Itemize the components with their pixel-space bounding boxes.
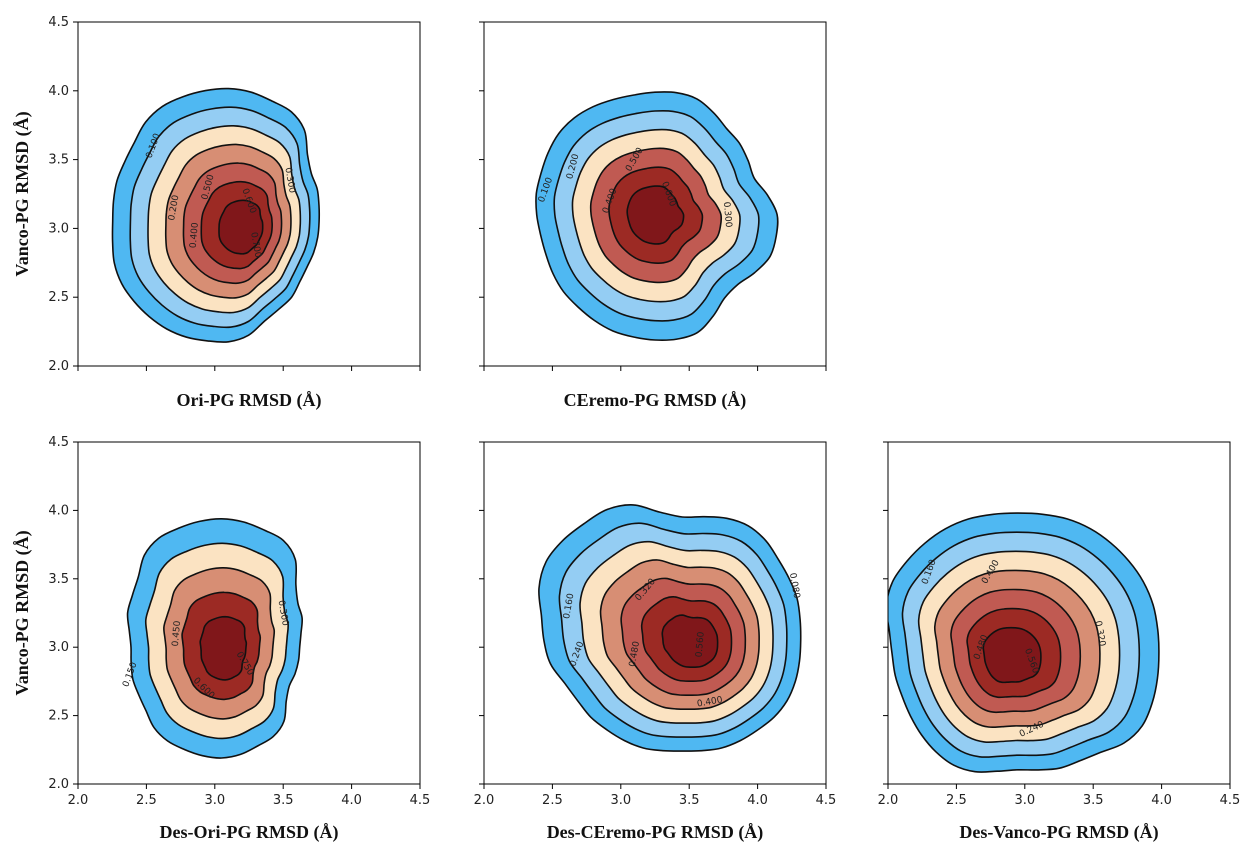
y-tick-label: 4.0	[48, 503, 69, 518]
axes-frame	[483, 441, 827, 785]
x-tick-label: 2.5	[136, 793, 157, 808]
y-tick-label: 3.0	[48, 221, 69, 236]
x-tick-label: 2.0	[68, 793, 89, 808]
contour-level-0.75	[199, 615, 248, 681]
x-tick-label: 3.5	[1083, 793, 1104, 808]
contour-label: 0.700	[248, 231, 262, 258]
contour-layers	[538, 504, 802, 752]
x-tick-label: 4.5	[1220, 793, 1241, 808]
x-axis-label: Des-Ori-PG RMSD (Å)	[160, 822, 339, 843]
contour-label: 0.450	[171, 620, 183, 647]
y-axis-label: Vanco-PG RMSD (Å)	[12, 111, 33, 276]
x-tick-label: 3.0	[204, 793, 225, 808]
y-tick-label: 2.5	[48, 709, 69, 724]
x-tick-label: 3.5	[679, 793, 700, 808]
contour-layers	[535, 91, 779, 341]
panel-3: 0.1500.3000.4500.6000.7502.02.02.52.53.0…	[12, 435, 430, 843]
y-tick-label: 3.5	[48, 572, 69, 587]
y-tick-label: 2.0	[48, 359, 69, 374]
x-tick-label: 4.0	[341, 793, 362, 808]
contour-level-0.56	[982, 626, 1042, 684]
x-tick-label: 3.5	[273, 793, 294, 808]
x-tick-label: 2.5	[946, 793, 967, 808]
y-tick-label: 2.0	[48, 777, 69, 792]
x-tick-label: 4.0	[747, 793, 768, 808]
x-axis-label: Ori-PG RMSD (Å)	[177, 390, 322, 411]
contour-layers	[126, 517, 304, 759]
contour-layers	[111, 87, 321, 343]
x-tick-label: 4.5	[410, 793, 431, 808]
y-tick-label: 3.5	[48, 153, 69, 168]
contour-label: 0.320	[1092, 620, 1106, 647]
y-tick-label: 4.5	[48, 435, 69, 450]
x-tick-label: 3.0	[610, 793, 631, 808]
axes-frame	[77, 441, 421, 785]
contour-label: 0.400	[189, 222, 201, 249]
contour-label: 0.200	[167, 194, 181, 221]
contour-label: 0.300	[721, 201, 733, 228]
contour-label: 0.560	[695, 631, 707, 658]
axes-frame	[77, 21, 421, 367]
contour-level-0.6	[626, 185, 685, 245]
contour-label: 0.400	[696, 695, 723, 709]
x-axis-label: Des-Vanco-PG RMSD (Å)	[959, 822, 1158, 843]
panel-2: 0.1000.2000.3000.4000.5000.600CEremo-PG …	[479, 21, 827, 411]
axes-frame	[887, 441, 1231, 785]
contour-level-0.7	[218, 199, 264, 255]
y-axis-label: Vanco-PG RMSD (Å)	[12, 530, 33, 695]
x-axis-label: Des-CEremo-PG RMSD (Å)	[547, 822, 764, 843]
contour-label: 0.080	[787, 572, 801, 599]
x-tick-label: 2.5	[542, 793, 563, 808]
x-axis-label: CEremo-PG RMSD (Å)	[564, 390, 747, 411]
contour-label: 0.480	[628, 640, 642, 667]
y-tick-label: 4.0	[48, 84, 69, 99]
contour-layers	[888, 512, 1160, 773]
x-tick-label: 2.0	[474, 793, 495, 808]
contour-level-0.56	[661, 614, 719, 668]
contour-label: 0.300	[276, 600, 290, 627]
y-tick-label: 3.0	[48, 640, 69, 655]
x-tick-label: 4.0	[1151, 793, 1172, 808]
x-tick-label: 3.0	[1014, 793, 1035, 808]
x-tick-label: 2.0	[878, 793, 899, 808]
axes-frame	[483, 21, 827, 367]
x-tick-label: 4.5	[816, 793, 837, 808]
contour-label: 0.300	[282, 167, 296, 194]
contour-label: 0.160	[562, 592, 576, 619]
y-tick-label: 2.5	[48, 290, 69, 305]
y-tick-label: 4.5	[48, 15, 69, 30]
